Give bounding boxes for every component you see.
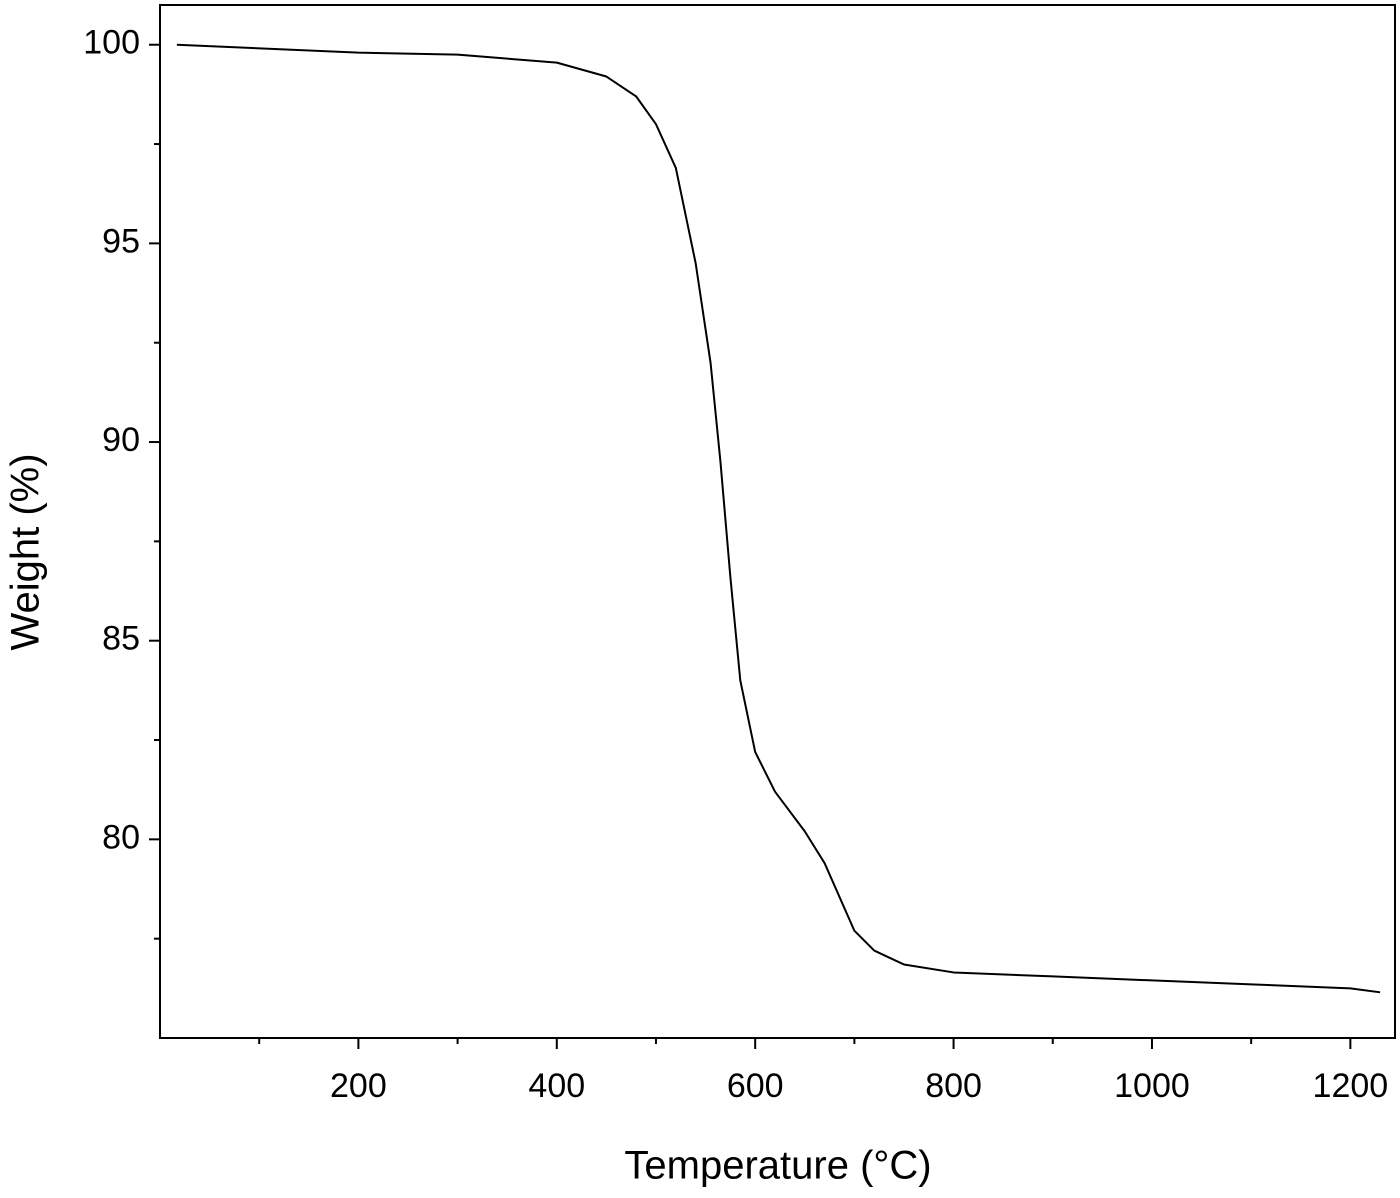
y-tick-label: 90 xyxy=(102,421,140,459)
x-tick-label: 400 xyxy=(528,1067,585,1105)
y-tick-label: 85 xyxy=(102,620,140,658)
x-axis-title: Temperature (°C) xyxy=(624,1144,931,1188)
y-tick-label: 95 xyxy=(102,222,140,260)
y-tick-label: 80 xyxy=(102,818,140,856)
data-line xyxy=(176,43,1381,994)
x-tick-label: 600 xyxy=(727,1067,784,1105)
plot-frame xyxy=(159,4,1396,1039)
x-tick-label: 800 xyxy=(925,1067,982,1105)
y-axis-title: Weight (%) xyxy=(4,453,48,650)
x-tick-label: 200 xyxy=(330,1067,387,1105)
x-tick-label: 1200 xyxy=(1313,1067,1389,1105)
y-tick-label: 100 xyxy=(83,24,140,62)
x-tick-label: 1000 xyxy=(1114,1067,1190,1105)
